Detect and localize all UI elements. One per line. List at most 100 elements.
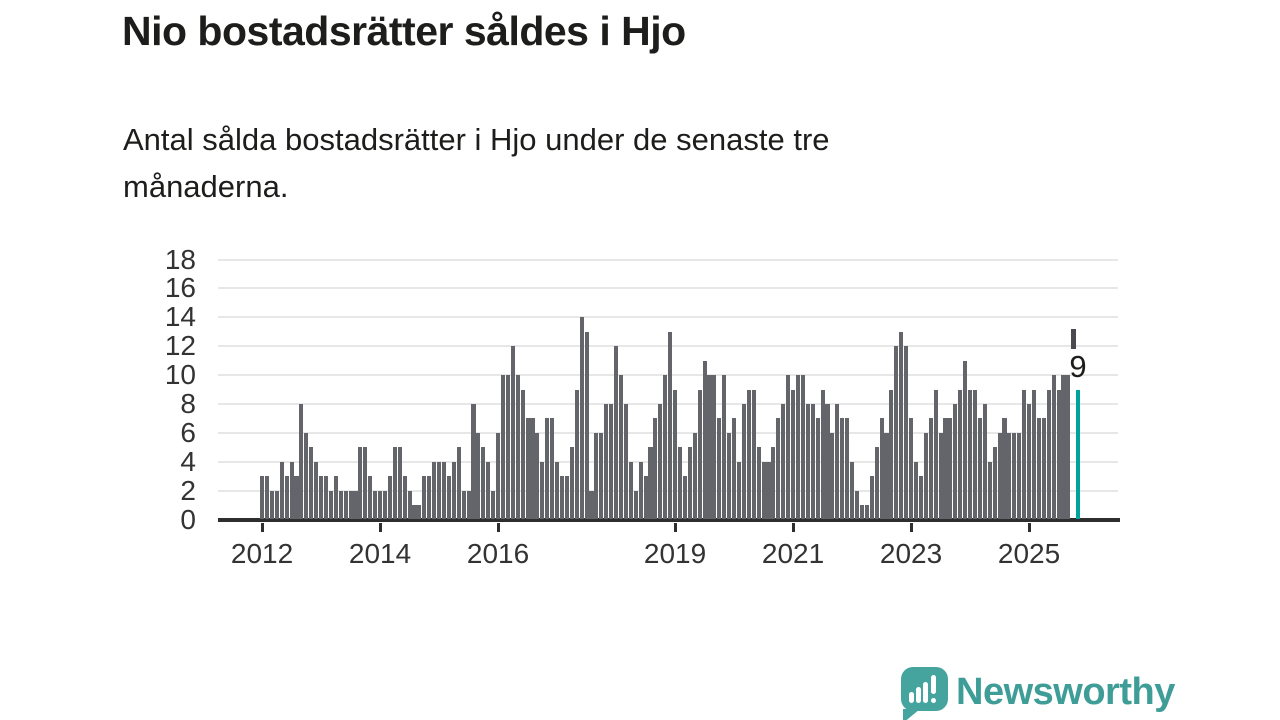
bar-2015-07: [466, 490, 471, 520]
bar-2012-07: [289, 461, 294, 520]
bar-2023-09: [948, 418, 953, 520]
bar-2022-03: [859, 505, 864, 520]
x-axis-label-2012: 2012: [230, 538, 294, 569]
bar-2013-12: [373, 490, 378, 520]
grid-line-4: [218, 460, 1118, 463]
bar-2013-08: [353, 490, 358, 520]
bar-2016-02: [500, 375, 505, 520]
bar-2020-04: [746, 389, 751, 520]
y-axis-label-16: 16: [164, 272, 196, 304]
bar-2015-04: [451, 461, 456, 520]
bar-2025-05: [1046, 389, 1051, 520]
bar-2020-02: [736, 461, 741, 520]
bar-2025-09: [1066, 375, 1071, 520]
bar-2015-01: [437, 461, 442, 520]
bar-2020-12: [786, 375, 791, 520]
x-tick-2016: [496, 522, 500, 532]
logo-badge: [901, 667, 948, 711]
grid-line-14: [218, 316, 1118, 319]
bar-2019-06: [697, 389, 702, 520]
bar-2022-05: [869, 476, 874, 520]
bar-2019-02: [677, 447, 682, 520]
bar-2023-01: [909, 418, 914, 520]
bar-2023-12: [963, 360, 968, 520]
x-tick-2014: [378, 522, 382, 532]
bar-2024-06: [992, 447, 997, 520]
bar-2022-04: [864, 505, 869, 520]
grid-line-10: [218, 374, 1118, 377]
x-tick-2023: [909, 522, 913, 532]
bar-2012-06: [284, 476, 289, 520]
bar-2019-01: [673, 389, 678, 520]
bar-2023-11: [958, 389, 963, 520]
bar-2018-11: [663, 375, 668, 520]
bar-2017-02: [559, 476, 564, 520]
y-axis-label-18: 18: [164, 243, 196, 275]
grid-line-6: [218, 431, 1118, 434]
bar-2022-10: [894, 346, 899, 520]
bar-2024-01: [968, 389, 973, 520]
bar-2012-04: [274, 490, 279, 520]
x-axis-label-2016: 2016: [466, 538, 530, 569]
grid-line-2: [218, 489, 1118, 492]
y-axis-label-14: 14: [164, 301, 196, 333]
bar-2016-07: [525, 418, 530, 520]
bar-2021-11: [840, 418, 845, 520]
bar-2014-02: [382, 490, 387, 520]
bar-2014-03: [387, 476, 392, 520]
bar-2014-05: [397, 447, 402, 520]
bar-2016-12: [550, 418, 555, 520]
bar-2013-09: [358, 447, 363, 520]
bar-2018-05: [633, 490, 638, 520]
chart-subtitle: Antal sålda bostadsrätter i Hjo under de…: [123, 122, 830, 204]
bar-2019-09: [712, 375, 717, 520]
bar-2021-02: [795, 375, 800, 520]
x-axis-label-2023: 2023: [879, 538, 943, 569]
bar-2020-09: [771, 447, 776, 520]
exclamation-icon: [931, 675, 936, 694]
bar-2024-04: [982, 403, 987, 520]
dash-marker: [1071, 328, 1076, 350]
x-tick-2012: [260, 522, 264, 532]
bar-2025-04: [1041, 418, 1046, 520]
bar-2021-10: [835, 403, 840, 520]
bar-2024-05: [987, 461, 992, 520]
bar-2017-11: [604, 403, 609, 520]
bar-2020-06: [756, 447, 761, 520]
bar-2013-03: [328, 490, 333, 520]
highlight-value-label: 9: [1069, 349, 1087, 384]
bar-2018-01: [614, 346, 619, 520]
bar-2022-11: [899, 331, 904, 520]
chart-bars-icon: [909, 692, 914, 703]
bar-2025-03: [1036, 418, 1041, 520]
bar-2016-06: [520, 389, 525, 520]
bar-2020-05: [751, 389, 756, 520]
newsworthy-logo[interactable]: Newsworthy: [901, 667, 1175, 720]
bar-2020-03: [741, 403, 746, 520]
bar-2017-07: [584, 331, 589, 520]
bar-2017-04: [569, 447, 574, 520]
bar-2017-05: [574, 389, 579, 520]
bar-2019-12: [727, 432, 732, 520]
x-axis-label-2019: 2019: [643, 538, 707, 569]
bar-2014-07: [407, 490, 412, 520]
bar-2023-07: [938, 432, 943, 520]
bar-2021-03: [800, 375, 805, 520]
bar-2014-11: [427, 476, 432, 520]
bar-2020-07: [761, 461, 766, 520]
bar-2015-10: [481, 447, 486, 520]
bar-2018-12: [668, 331, 673, 520]
bar-2018-06: [638, 461, 643, 520]
bar-2014-04: [392, 447, 397, 520]
bar-2012-12: [314, 461, 319, 520]
bar-2013-11: [368, 476, 373, 520]
bar-2012-02: [264, 476, 269, 520]
bar-2016-11: [545, 418, 550, 520]
bar-2023-03: [918, 476, 923, 520]
bar-2025-08: [1061, 375, 1066, 520]
bar-2021-04: [805, 403, 810, 520]
bar-2021-09: [830, 432, 835, 520]
bar-2022-07: [879, 418, 884, 520]
bar-2017-03: [564, 476, 569, 520]
bar-2017-12: [609, 403, 614, 520]
